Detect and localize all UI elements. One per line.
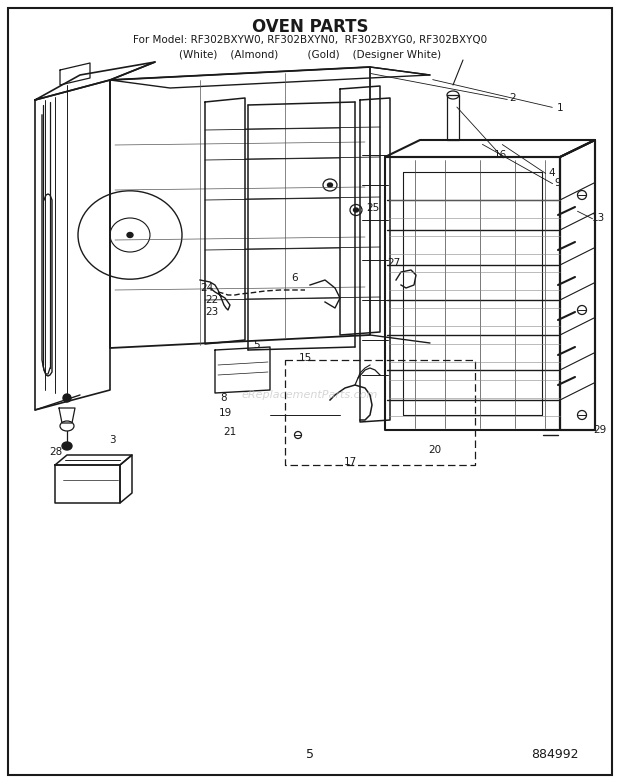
Text: 29: 29 bbox=[593, 425, 606, 435]
Text: 884992: 884992 bbox=[531, 749, 578, 762]
Ellipse shape bbox=[327, 183, 332, 187]
Text: 25: 25 bbox=[366, 203, 379, 213]
Text: 27: 27 bbox=[388, 258, 401, 268]
Text: 20: 20 bbox=[428, 445, 441, 455]
Text: 15: 15 bbox=[298, 353, 312, 363]
Text: 6: 6 bbox=[291, 273, 298, 283]
Bar bbox=[447, 95, 459, 140]
Text: 21: 21 bbox=[223, 427, 237, 437]
Text: 2: 2 bbox=[510, 93, 516, 103]
Text: 4: 4 bbox=[549, 168, 556, 178]
Ellipse shape bbox=[62, 442, 72, 450]
Text: 22: 22 bbox=[205, 295, 219, 305]
Text: 8: 8 bbox=[221, 393, 228, 403]
Ellipse shape bbox=[127, 233, 133, 237]
Text: 9: 9 bbox=[555, 178, 561, 188]
Text: 24: 24 bbox=[200, 283, 214, 293]
Text: 19: 19 bbox=[218, 408, 232, 418]
Ellipse shape bbox=[353, 208, 358, 212]
Text: OVEN PARTS: OVEN PARTS bbox=[252, 18, 368, 36]
Text: 23: 23 bbox=[205, 307, 219, 317]
Text: 28: 28 bbox=[50, 447, 63, 457]
Ellipse shape bbox=[63, 394, 71, 402]
Text: For Model: RF302BXYW0, RF302BXYN0,  RF302BXYG0, RF302BXYQ0: For Model: RF302BXYW0, RF302BXYN0, RF302… bbox=[133, 35, 487, 45]
Text: 13: 13 bbox=[591, 213, 604, 223]
Text: eReplacementParts.com: eReplacementParts.com bbox=[242, 390, 378, 400]
Text: 3: 3 bbox=[108, 435, 115, 445]
Text: 17: 17 bbox=[343, 457, 356, 467]
Text: (White)    (Almond)         (Gold)    (Designer White): (White) (Almond) (Gold) (Designer White) bbox=[179, 50, 441, 60]
Text: 16: 16 bbox=[494, 150, 507, 160]
Text: 5: 5 bbox=[306, 749, 314, 762]
Text: 1: 1 bbox=[557, 103, 564, 113]
Text: 5: 5 bbox=[253, 340, 259, 350]
